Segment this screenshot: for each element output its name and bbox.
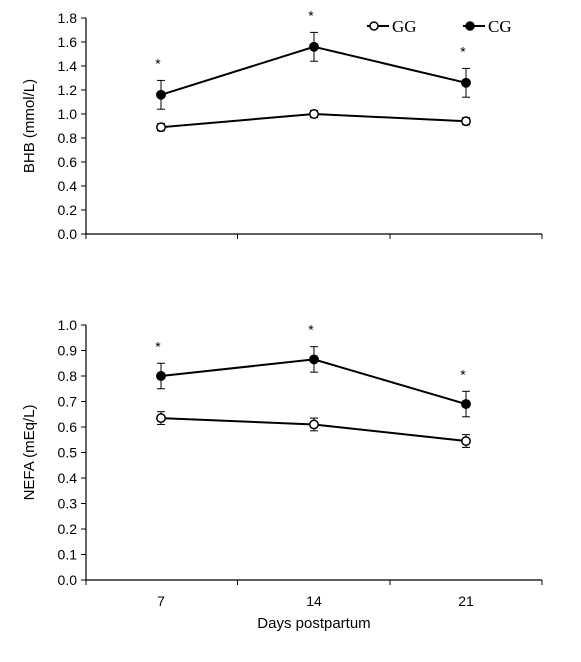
x-tick-label: 21 bbox=[458, 593, 474, 609]
data-point-cg bbox=[309, 354, 319, 365]
x-tick-label: 14 bbox=[306, 593, 322, 609]
data-point-gg bbox=[461, 116, 471, 127]
y-tick-label: 0.6 bbox=[58, 154, 78, 170]
y-tick-label: 0.1 bbox=[58, 547, 78, 563]
y-tick-label: 1.6 bbox=[58, 34, 78, 50]
y-tick-label: 0.3 bbox=[58, 496, 78, 512]
chart-panel-1: 0.0 0.2 0.4 0.6 0.8 1.0 1.2 1.4 1.6 1.8 BHB (mmol/… bbox=[21, 7, 543, 242]
y-axis-label: NEFA (mEq/L) bbox=[21, 405, 38, 501]
y-tick-label: 0.0 bbox=[58, 226, 78, 242]
y-tick-label: 1.4 bbox=[58, 58, 78, 74]
y-tick-label: 1.0 bbox=[58, 106, 78, 122]
x-axis-label: Days postpartum bbox=[257, 615, 370, 632]
y-tick-label: 0.0 bbox=[58, 572, 78, 588]
legend-swatch-marker bbox=[369, 21, 379, 31]
y-tick-label: 0.8 bbox=[58, 368, 78, 384]
data-point-gg bbox=[309, 419, 319, 430]
data-point-gg bbox=[461, 436, 471, 446]
y-tick-label: 0.8 bbox=[58, 130, 78, 146]
significance-marker: * bbox=[308, 322, 314, 338]
chart-panel-2: 0.0 0.1 0.2 0.3 0.4 0.5 0.6 0.7 0.8 0.9 1.0 NEFA (m… bbox=[21, 317, 543, 632]
x-tick-label: 7 bbox=[157, 593, 165, 609]
y-tick-label: 0.5 bbox=[58, 445, 78, 461]
legend-swatch-marker bbox=[465, 21, 475, 31]
significance-marker: * bbox=[460, 366, 466, 382]
y-tick-label: 1.2 bbox=[58, 82, 78, 98]
data-point-cg bbox=[156, 371, 166, 381]
legend: GG CG bbox=[367, 17, 512, 36]
significance-marker: * bbox=[308, 7, 314, 23]
y-tick-label: 0.4 bbox=[58, 178, 78, 194]
y-tick-label: 0.7 bbox=[58, 394, 78, 410]
data-point-cg bbox=[461, 399, 471, 409]
y-tick-label: 1.0 bbox=[58, 317, 78, 333]
significance-marker: * bbox=[460, 43, 466, 59]
significance-marker: * bbox=[155, 55, 161, 71]
y-tick-label: 0.2 bbox=[58, 521, 78, 537]
y-tick-label: 0.4 bbox=[58, 470, 78, 486]
legend-entry-label: CG bbox=[488, 17, 512, 36]
data-point-cg bbox=[156, 89, 166, 100]
data-point-gg bbox=[156, 413, 166, 424]
y-axis-label: BHB (mmol/L) bbox=[21, 79, 38, 173]
y-tick-label: 1.8 bbox=[58, 10, 78, 26]
significance-marker: * bbox=[155, 338, 161, 354]
data-point-gg bbox=[309, 109, 319, 119]
y-tick-label: 0.6 bbox=[58, 419, 78, 435]
data-point-cg bbox=[461, 77, 471, 88]
y-tick-label: 0.9 bbox=[58, 343, 78, 359]
legend-entry-label: GG bbox=[392, 17, 417, 36]
data-point-cg bbox=[309, 41, 319, 52]
y-tick-label: 0.2 bbox=[58, 202, 78, 218]
data-point-gg bbox=[156, 122, 166, 133]
